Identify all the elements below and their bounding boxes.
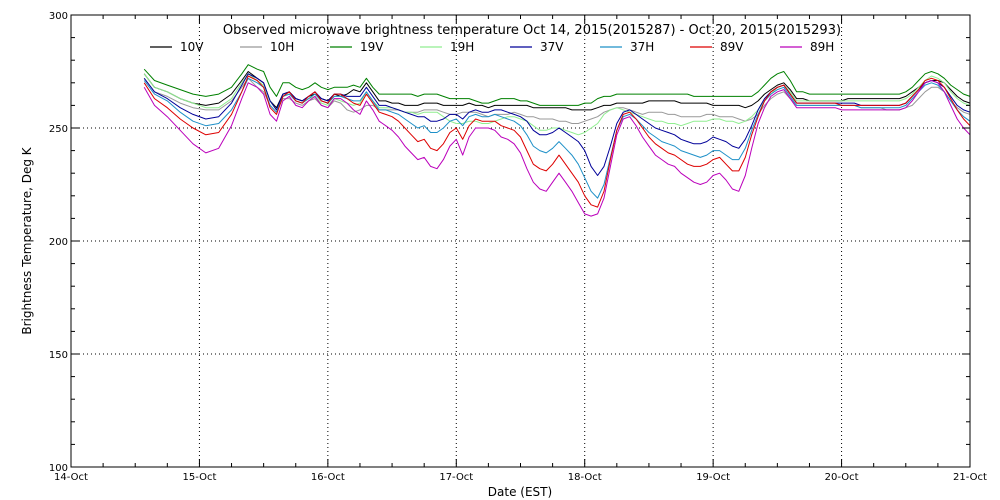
x-tick-label: 20-Oct <box>825 472 859 483</box>
series-lines <box>143 64 971 217</box>
legend-label-10h: 10H <box>270 40 294 54</box>
series-line-19v <box>143 64 971 106</box>
x-tick-label: 21-Oct <box>953 472 987 483</box>
x-tick-label: 19-Oct <box>696 472 730 483</box>
legend-label-89v: 89V <box>720 40 744 54</box>
legend: 10V 10H 19V 19H 37V 37H 89V 89H <box>150 40 834 54</box>
y-axis-label: Brightness Temperature, Deg K <box>20 146 34 334</box>
x-tick-label: 18-Oct <box>568 472 602 483</box>
legend-label-37v: 37V <box>540 40 564 54</box>
x-tick-label: 14-Oct <box>54 472 88 483</box>
series-line-19h <box>143 73 971 136</box>
chart-title: Observed microwave brightness temperatur… <box>223 23 841 38</box>
legend-label-19v: 19V <box>360 40 384 54</box>
y-tick-label: 250 <box>49 124 68 135</box>
series-line-89v <box>143 75 971 208</box>
y-tick-label: 100 <box>49 463 68 474</box>
axis-ticks: 100 150 200 250 300 14-Oct 15-Oct 16-Oct 17-Oct 1… <box>49 11 987 483</box>
series-line-37v <box>143 73 971 176</box>
series-line-89h <box>143 80 971 217</box>
y-tick-label: 150 <box>49 350 68 361</box>
legend-label-10v: 10V <box>180 40 204 54</box>
legend-label-19h: 19H <box>450 40 474 54</box>
x-axis-label: Date (EST) <box>488 485 552 499</box>
legend-label-37h: 37H <box>630 40 654 54</box>
y-tick-label: 200 <box>49 237 68 248</box>
y-tick-label: 300 <box>49 11 68 22</box>
legend-label-89h: 89H <box>810 40 834 54</box>
grid <box>71 15 970 467</box>
x-tick-label: 16-Oct <box>311 472 345 483</box>
x-tick-label: 17-Oct <box>439 472 473 483</box>
x-tick-label: 15-Oct <box>182 472 216 483</box>
